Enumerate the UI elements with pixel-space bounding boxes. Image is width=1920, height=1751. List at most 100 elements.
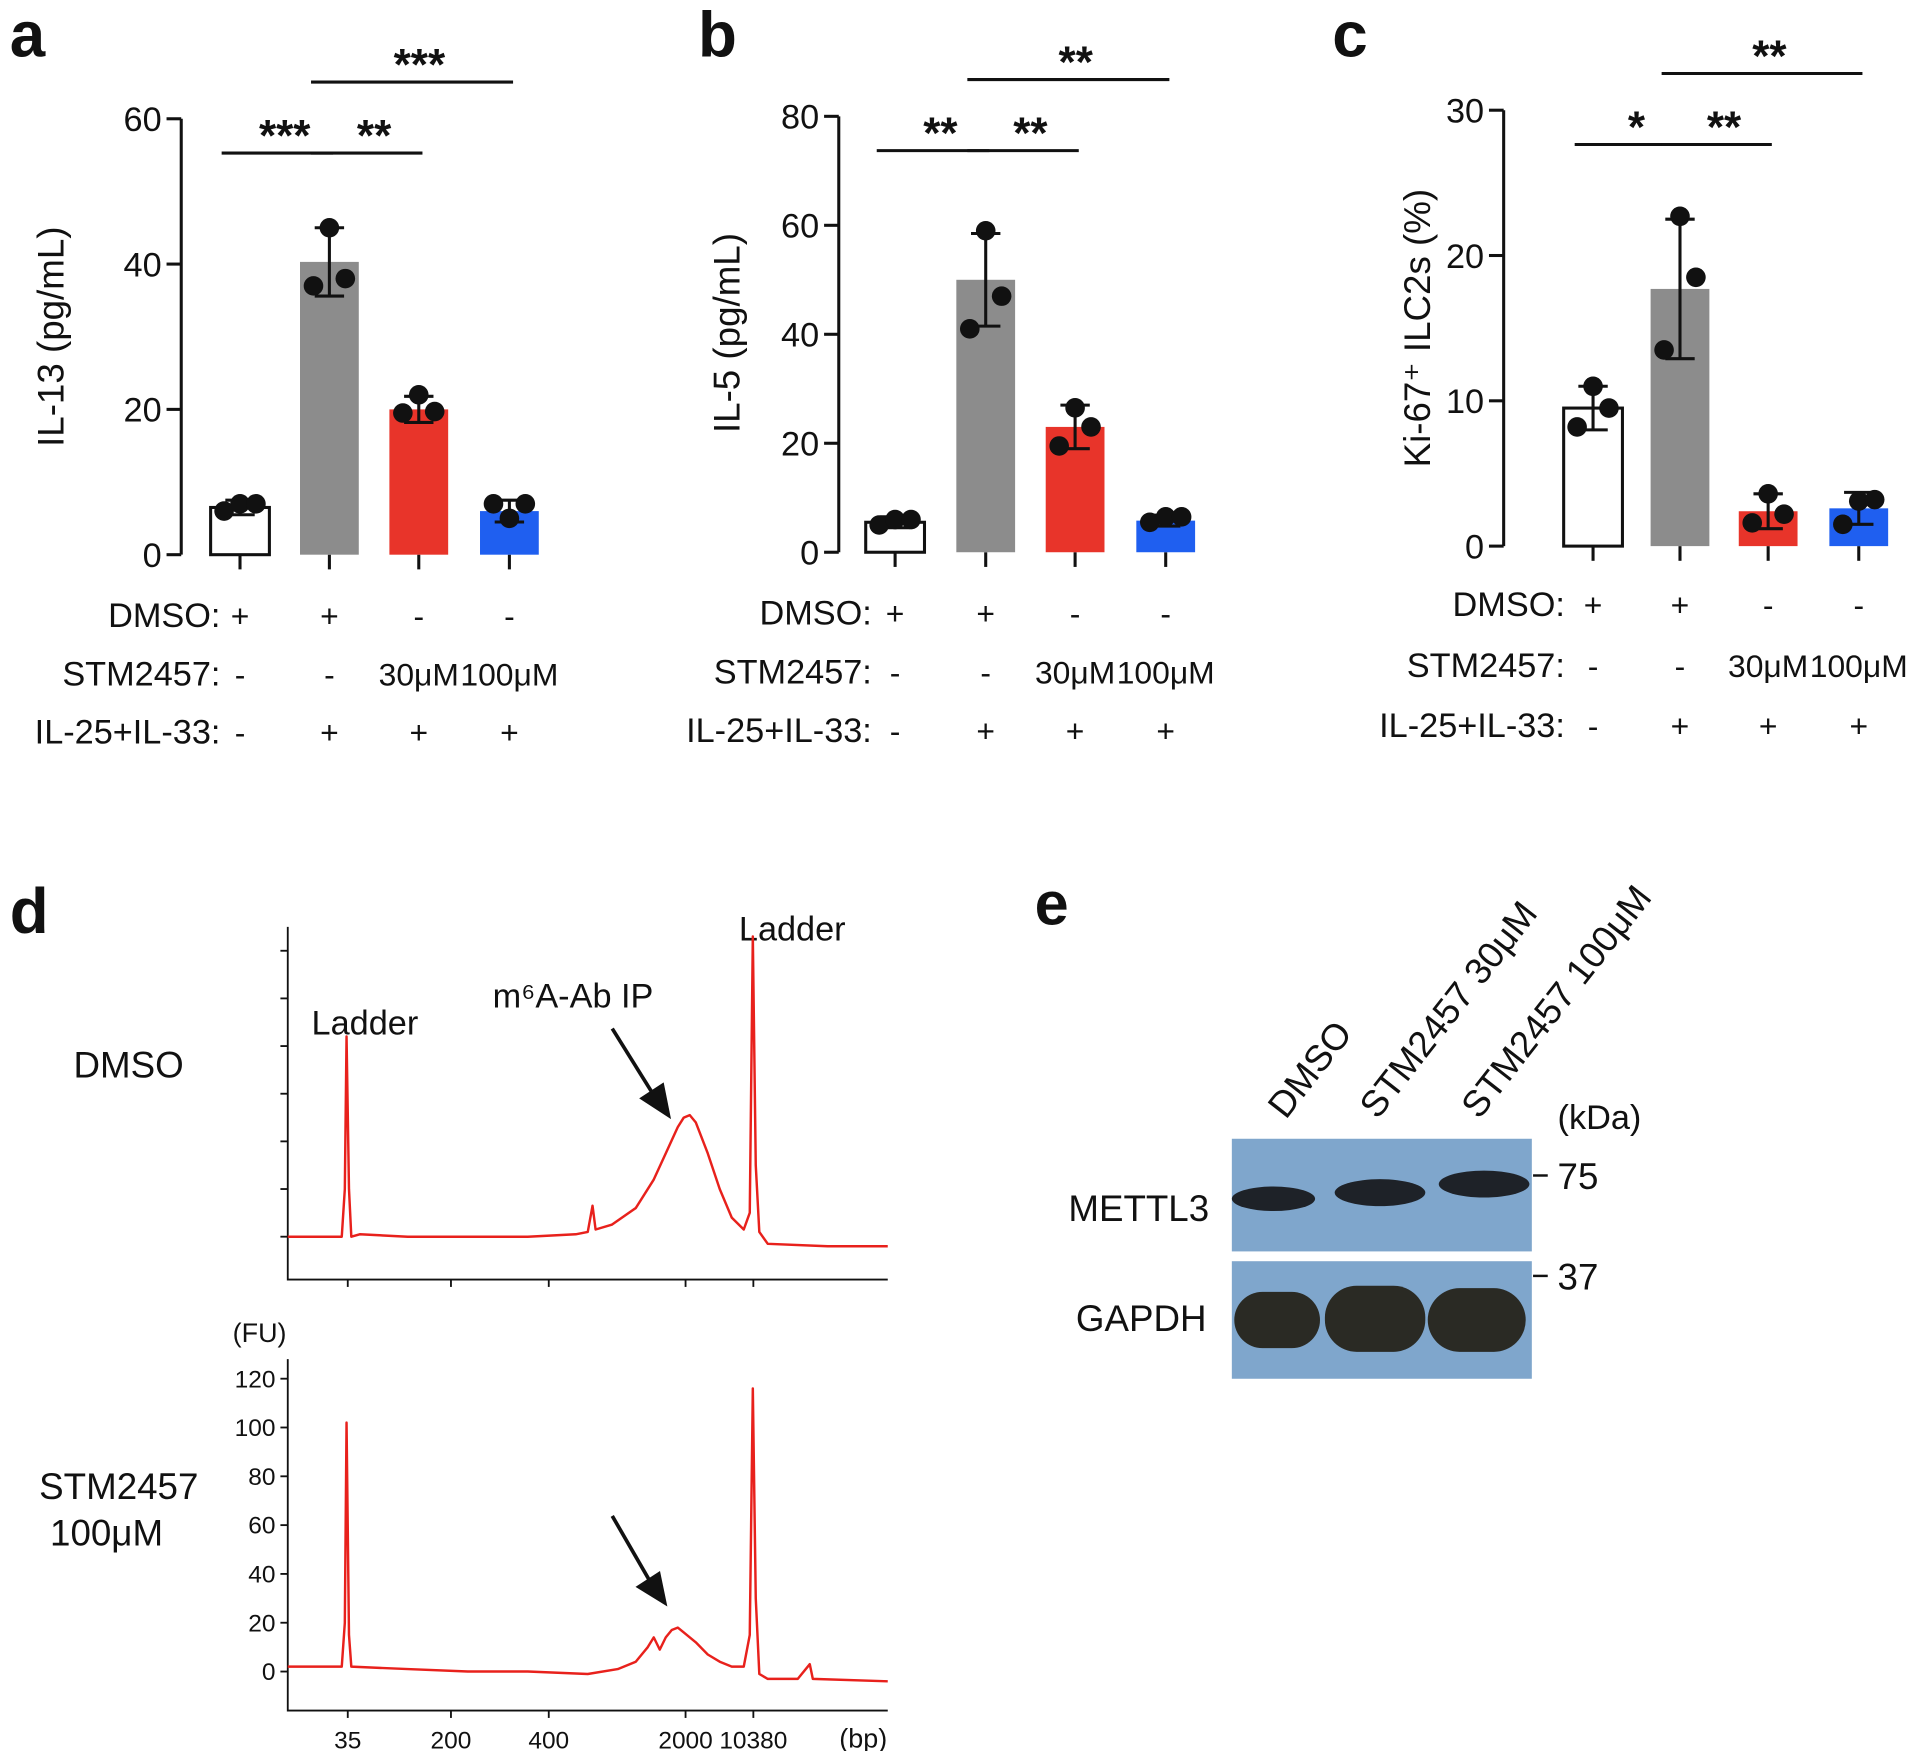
data-point [483,494,504,514]
y-tick-label: 80 [781,99,819,137]
arrow [610,1027,655,1095]
y-tick-label: 10 [1446,383,1484,421]
condition-value: + [320,598,339,634]
condition-label: DMSO: [760,594,872,632]
data-point [319,217,340,238]
condition-value: - [1675,648,1686,684]
condition-value: + [1066,713,1085,749]
data-point [499,508,520,529]
condition-label: DMSO: [1453,586,1565,624]
sample-label: DMSO [74,1045,184,1086]
significance-label: * [1628,103,1646,152]
panel-letter: b [698,0,737,70]
lane-label: STM2457 100μM [1453,878,1659,1126]
data-point [246,494,266,514]
y-tick-label: 40 [124,246,162,284]
y-tick-label: 20 [124,392,162,430]
data-point [885,509,905,530]
y-axis-label: Ki-67⁺ ILC2s (%) [1397,189,1438,468]
panel-letter: c [1332,0,1367,70]
y-unit: (FU) [233,1318,287,1348]
condition-label: STM2457: [62,656,220,694]
condition-value: - [235,714,246,750]
band [1438,1170,1530,1198]
bar [300,261,359,555]
unit-label: (kDa) [1558,1099,1642,1137]
condition-value: 30μM [1728,648,1808,684]
row-label: GAPDH [1076,1298,1207,1339]
data-point [303,276,324,296]
data-point [230,494,250,514]
annotation: Ladder [739,910,846,948]
band [1334,1179,1426,1207]
condition-value: + [1156,713,1175,749]
x-tick-label: 400 [528,1728,569,1751]
y-tick-label: 60 [124,101,162,139]
sample-label: STM2457 [39,1466,198,1507]
trace [287,935,888,1248]
marker-label: 37 [1558,1256,1599,1297]
data-point [1848,491,1869,511]
condition-value: + [976,713,995,749]
blot-panel: e DMSO STM2457 30μM STM2457 100μM (kDa) … [1035,869,1659,1379]
x-tick-label: 35 [334,1728,361,1751]
y-tick-label: 0 [1465,528,1484,566]
axes [286,1359,888,1712]
data-point [1599,398,1619,418]
condition-label: IL-25+IL-33: [686,712,872,750]
condition-value: 100μM [1810,648,1908,684]
y-tick-label: 20 [248,1610,275,1637]
trace-annotations: Ladder m⁶A-Ab IP Ladder DMSO STM2457 100… [39,910,887,1751]
band [1234,1291,1320,1349]
data-point [408,385,429,405]
marker-label: 75 [1558,1156,1599,1197]
row-label: METTL3 [1068,1188,1209,1229]
lane-label: DMSO [1260,1013,1360,1125]
data-point [1774,504,1794,524]
data-point [1139,512,1160,533]
data-point [214,501,234,521]
condition-value: + [409,714,428,750]
band [1324,1285,1426,1352]
condition-label: STM2457: [1407,647,1565,685]
y-tick-label: 20 [781,426,819,464]
condition-value: - [980,654,991,690]
data-point [515,494,536,514]
condition-value: - [890,654,901,690]
data-point [960,319,980,339]
significance-label: ** [1013,109,1048,158]
data-point [1567,417,1587,437]
data-point [1864,489,1885,510]
condition-value: - [413,598,424,634]
trace [287,1387,888,1683]
data-point [424,401,445,422]
condition-value: 100μM [1117,654,1215,690]
significance-label: ** [1752,32,1787,81]
sample-label: 100μM [50,1512,163,1553]
arrow [610,1514,651,1581]
y-tick-label: 0 [143,537,162,575]
y-tick-label: 40 [781,317,819,355]
condition-value: + [1671,587,1690,623]
condition-value: + [320,714,339,750]
condition-value: + [976,595,995,631]
lane-label: STM2457 30μM [1352,894,1546,1126]
condition-value: + [1759,708,1778,744]
condition-value: - [1588,648,1599,684]
y-axis-label: IL-5 (pg/mL) [707,233,748,433]
data-point [393,403,413,423]
data-point [1049,436,1069,456]
condition-value: 100μM [460,657,558,693]
significance-label: ** [923,109,958,158]
data-point [1171,507,1192,527]
arrow-head [635,1571,668,1607]
x-tick-label: 10380 [719,1728,787,1751]
y-tick-label: 60 [781,208,819,246]
data-point [975,220,996,241]
data-point [1686,267,1706,288]
condition-label: STM2457: [714,653,872,691]
data-point [1758,484,1778,504]
y-tick-label: 40 [248,1561,275,1588]
condition-value: + [1584,587,1603,623]
